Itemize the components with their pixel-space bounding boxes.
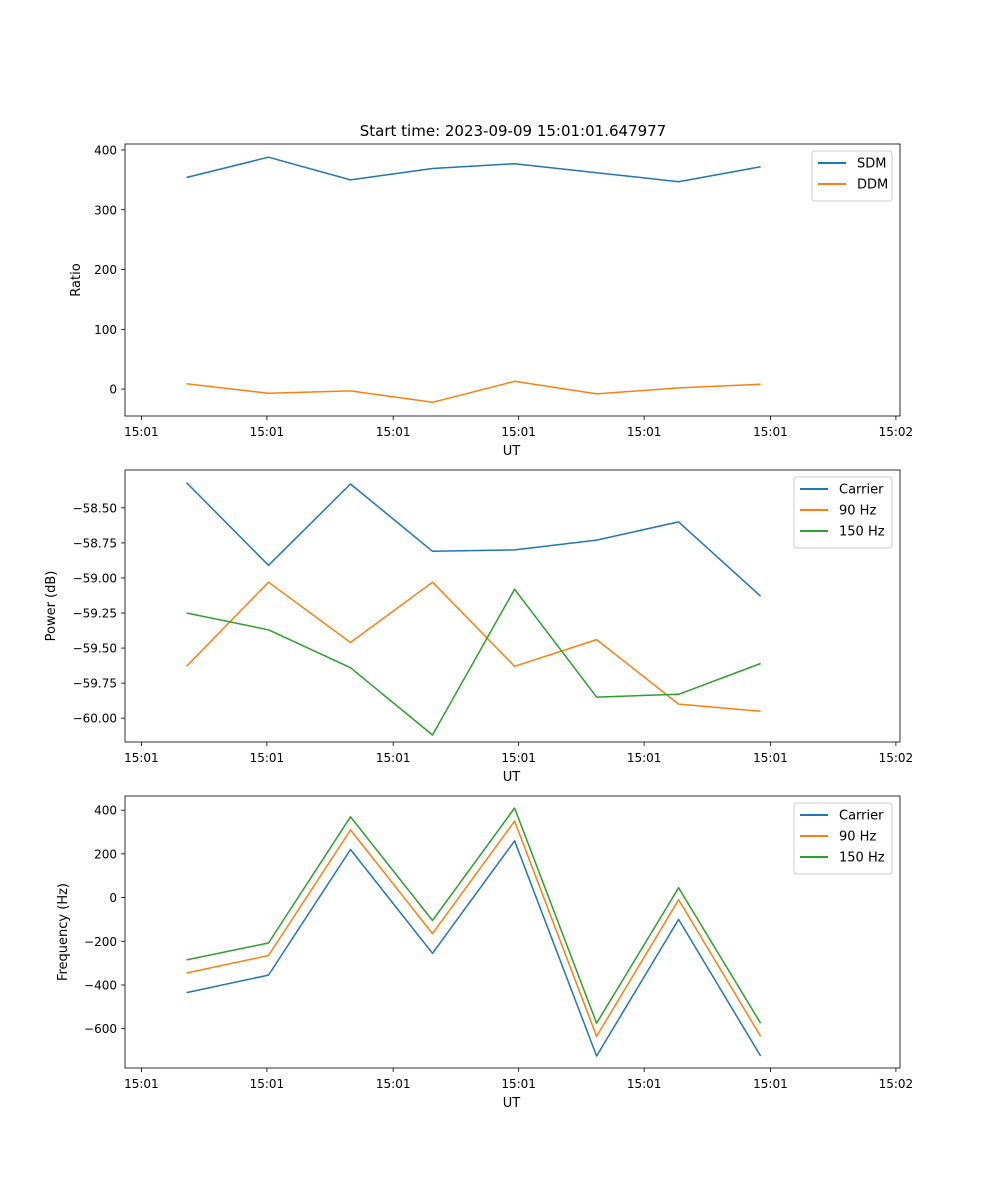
x-tick-label: 15:01: [501, 751, 536, 765]
chart-panels: 15:01 15:01 15:01 15:01 15:01 15:01 15:02 0 100 2…: [44, 143, 913, 1111]
y-tick-label: −200: [84, 935, 117, 949]
x-tick-label: 15:01: [753, 425, 788, 439]
x-tick-label: 15:01: [250, 425, 285, 439]
y-tick-label: −400: [84, 978, 117, 992]
y-tick-label: −600: [84, 1022, 117, 1036]
x-tick-label: 15:02: [879, 1077, 914, 1091]
x-axis-label: UT: [503, 770, 521, 785]
y-tick-label: 300: [94, 203, 117, 217]
chart-panel-2: 15:01 15:01 15:01 15:01 15:01 15:01 15:02 −60.0…: [44, 469, 914, 785]
legend-label: 90 Hz: [839, 830, 876, 845]
x-tick-label: 15:01: [124, 1077, 159, 1091]
series-line-150-hz: [186, 807, 762, 1024]
y-tick-label: −60.00: [73, 712, 117, 726]
legend-label: SDM: [857, 157, 886, 172]
x-tick-label: 15:01: [376, 1077, 411, 1091]
y-tick-label: 400: [94, 804, 117, 818]
chart-panel-1: 15:01 15:01 15:01 15:01 15:01 15:01 15:02 0 100 2…: [69, 143, 913, 459]
series-line-150-hz: [186, 588, 761, 736]
x-tick-label: 15:01: [627, 1077, 662, 1091]
y-axis-label: Frequency (Hz): [56, 883, 71, 981]
x-tick-label: 15:01: [376, 425, 411, 439]
series-line-carrier: [186, 840, 762, 1057]
legend-label: 150 Hz: [839, 525, 885, 540]
y-axis-label: Power (dB): [44, 571, 59, 642]
legend: Carrier 90 Hz 150 Hz: [793, 802, 893, 875]
y-tick-label: −58.75: [73, 536, 117, 550]
legend: SDM DDM: [811, 150, 893, 202]
x-tick-label: 15:01: [124, 425, 159, 439]
x-tick-label: 15:01: [753, 1077, 788, 1091]
x-tick-label: 15:01: [501, 1077, 536, 1091]
y-tick-label: 0: [109, 891, 117, 905]
series-line-sdm: [186, 156, 761, 183]
x-axis-label: UT: [503, 444, 521, 459]
axes-frame: [124, 795, 901, 1069]
x-tick-label: 15:01: [501, 425, 536, 439]
x-tick-label: 15:02: [879, 425, 914, 439]
y-tick-label: −58.50: [73, 501, 117, 515]
series-line-90-hz: [185, 581, 761, 712]
y-axis-label: Ratio: [69, 263, 84, 296]
chart-panel-3: 15:01 15:01 15:01 15:01 15:01 15:01 15:02 −600 −…: [56, 795, 914, 1111]
y-tick-label: −59.00: [73, 571, 117, 585]
legend-label: 90 Hz: [839, 504, 876, 519]
legend-label: 150 Hz: [839, 851, 885, 866]
x-tick-label: 15:01: [627, 425, 662, 439]
legend-label: Carrier: [839, 809, 884, 824]
y-tick-label: 200: [94, 263, 117, 277]
axes-frame: [124, 143, 901, 417]
x-tick-label: 15:01: [376, 751, 411, 765]
x-tick-label: 15:01: [250, 1077, 285, 1091]
x-tick-label: 15:01: [753, 751, 788, 765]
axes-frame: [124, 469, 901, 743]
series-line-carrier: [185, 482, 762, 597]
figure-title: Start time: 2023-09-09 15:01:01.647977: [360, 122, 666, 140]
y-tick-label: −59.25: [73, 607, 117, 621]
series-line-ddm: [186, 380, 761, 404]
y-tick-label: 200: [94, 847, 117, 861]
x-tick-label: 15:01: [627, 751, 662, 765]
x-tick-label: 15:01: [124, 751, 159, 765]
x-tick-label: 15:02: [879, 751, 914, 765]
legend-label: Carrier: [839, 483, 884, 498]
legend: Carrier 90 Hz 150 Hz: [793, 476, 893, 549]
y-tick-label: 100: [94, 323, 117, 337]
y-tick-label: −59.50: [73, 642, 117, 656]
y-tick-label: −59.75: [73, 677, 117, 691]
y-tick-label: 400: [94, 143, 117, 157]
y-tick-label: 0: [109, 383, 117, 397]
x-axis-label: UT: [503, 1096, 521, 1111]
x-tick-label: 15:01: [250, 751, 285, 765]
series-line-90-hz: [186, 820, 762, 1038]
legend-label: DDM: [857, 178, 888, 193]
